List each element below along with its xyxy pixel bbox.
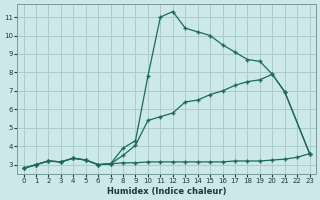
X-axis label: Humidex (Indice chaleur): Humidex (Indice chaleur) bbox=[107, 187, 226, 196]
